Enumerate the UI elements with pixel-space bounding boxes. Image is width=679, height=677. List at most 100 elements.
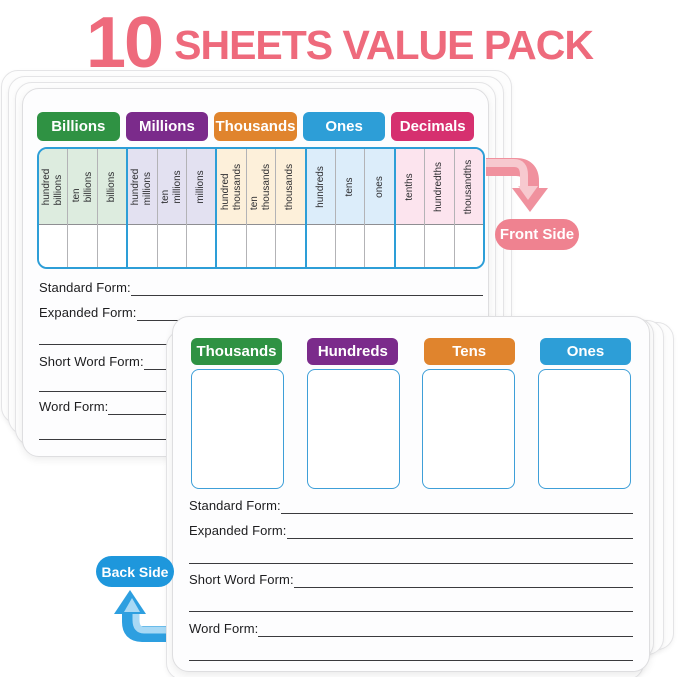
column-label-cell: thousandths	[454, 149, 483, 225]
column-label: millions	[195, 169, 207, 204]
page-title: 10 SHEETS VALUE PACK	[0, 0, 679, 83]
header-pill-ones: Ones	[302, 112, 386, 141]
value-cell	[187, 225, 216, 267]
back-card: Thousands Hundreds Tens Ones Standard Fo…	[172, 316, 650, 672]
digit-box-row	[191, 369, 631, 489]
header-pill-billions: Billions	[37, 112, 120, 141]
value-cell	[365, 225, 394, 267]
form-label: Word Form:	[39, 399, 109, 414]
column-label-cell: hundredths	[425, 149, 454, 225]
form-line	[280, 513, 633, 514]
form-row-word: Word Form:	[189, 619, 633, 637]
column-label: tens	[344, 177, 356, 196]
table-column: ones	[364, 149, 394, 267]
form-line	[189, 611, 633, 612]
form-label: Short Word Form:	[189, 572, 294, 587]
header-pill-thousands: Thousands	[214, 112, 297, 141]
column-label: ten billions	[70, 171, 94, 202]
header-pill-decimals: Decimals	[391, 112, 474, 141]
value-cell	[68, 225, 97, 267]
column-label-cell: hundred millions	[128, 149, 157, 225]
column-label-cell: thousands	[276, 149, 305, 225]
form-line	[258, 636, 633, 637]
form-label: Standard Form:	[189, 498, 281, 513]
form-line	[293, 587, 633, 588]
front-side-badge: Front Side	[495, 219, 579, 250]
table-column: hundredths	[424, 149, 454, 267]
form-label: Expanded Form:	[189, 523, 287, 538]
column-label: hundreds	[314, 165, 326, 208]
header-pill-millions: Millions	[125, 112, 209, 141]
value-cell	[395, 225, 425, 267]
column-group-thousands: hundred thousands ten thousands thousand…	[215, 149, 305, 267]
table-column: millions	[186, 149, 216, 267]
form-line	[189, 563, 633, 564]
form-line	[130, 295, 483, 296]
form-label: Word Form:	[189, 621, 259, 636]
column-label-cell: hundreds	[306, 149, 336, 225]
column-label: hundred millions	[130, 168, 154, 205]
value-cell	[217, 225, 246, 267]
column-label-cell: hundred billions	[39, 149, 68, 225]
value-cell	[306, 225, 336, 267]
header-pill-tens: Tens	[423, 338, 515, 365]
table-column: hundred millions	[128, 149, 157, 267]
column-label: hundred billions	[41, 168, 65, 205]
header-pill-hundreds: Hundreds	[307, 338, 399, 365]
table-column: ten millions	[156, 149, 187, 267]
table-column: tenths	[395, 149, 425, 267]
table-column: billions	[96, 149, 127, 267]
column-label-cell: ones	[365, 149, 394, 225]
table-column: ten billions	[67, 149, 97, 267]
form-label: Expanded Form:	[39, 305, 137, 320]
value-cell	[425, 225, 454, 267]
front-header-row: Billions Millions Thousands Ones Decimal…	[37, 112, 474, 141]
place-value-table: hundred billions ten billions billions h…	[37, 147, 485, 269]
form-label: Standard Form:	[39, 280, 131, 295]
column-label-cell: hundred thousands	[217, 149, 246, 225]
column-label: hundredths	[433, 161, 445, 212]
form-label: Short Word Form:	[39, 354, 144, 369]
digit-box-ones	[537, 369, 631, 489]
column-group-ones: hundreds tens ones	[304, 149, 394, 267]
table-column: thousandths	[453, 149, 483, 267]
column-label: tenths	[404, 172, 416, 201]
column-label-cell: millions	[187, 149, 216, 225]
column-label: ten millions	[160, 169, 183, 204]
table-column: ten thousands	[245, 149, 276, 267]
digit-box-thousands	[191, 369, 284, 489]
back-header-row: Thousands Hundreds Tens Ones	[191, 338, 631, 365]
column-label: thousands	[284, 163, 296, 210]
column-group-billions: hundred billions ten billions billions	[39, 149, 127, 267]
digit-box-tens	[422, 369, 516, 489]
value-cell	[128, 225, 157, 267]
column-label: ten thousands	[249, 163, 273, 210]
value-cell	[336, 225, 365, 267]
table-column: thousands	[275, 149, 305, 267]
column-label: ones	[373, 175, 385, 198]
title-text: SHEETS VALUE PACK	[174, 22, 594, 68]
form-line	[286, 538, 633, 539]
form-line	[189, 660, 633, 661]
table-column: hundred billions	[39, 149, 68, 267]
value-cell	[276, 225, 305, 267]
form-row-standard: Standard Form:	[39, 278, 483, 296]
title-number: 10	[86, 2, 164, 83]
column-label: hundred thousands	[219, 163, 243, 210]
front-arrow-icon	[486, 158, 548, 212]
column-label-cell: ten thousands	[246, 149, 276, 225]
column-label-cell: ten billions	[68, 149, 97, 225]
value-cell	[454, 225, 483, 267]
column-label-cell: billions	[97, 149, 127, 225]
header-pill-ones: Ones	[539, 338, 631, 365]
back-side-badge: Back Side	[96, 556, 174, 587]
form-row-expanded: Expanded Form:	[189, 521, 633, 539]
table-column: hundred thousands	[217, 149, 246, 267]
value-cell	[157, 225, 187, 267]
value-cell	[97, 225, 127, 267]
column-group-millions: hundred millions ten millions millions	[126, 149, 216, 267]
form-row-short-word: Short Word Form:	[189, 570, 633, 588]
value-cell	[39, 225, 68, 267]
column-label-cell: ten millions	[157, 149, 187, 225]
